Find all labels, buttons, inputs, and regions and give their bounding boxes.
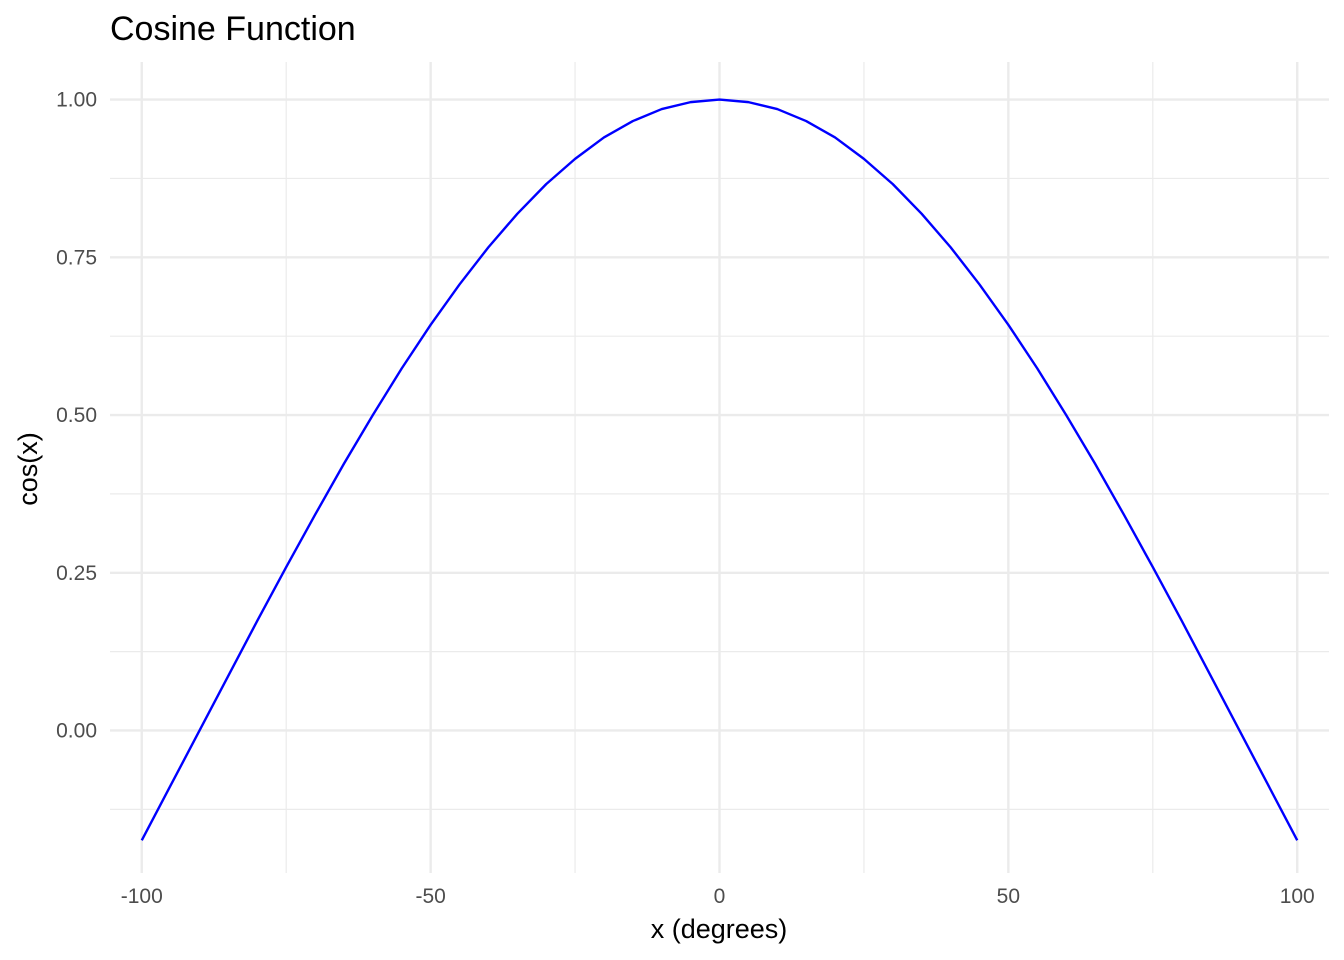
series-layer <box>140 98 1299 841</box>
chart-title: Cosine Function <box>110 10 356 48</box>
tick-label-layer: -100 -50 0 50 100 0.00 0.25 0.50 0.75 1.00 <box>56 89 1315 908</box>
y-tick-label: 1.00 <box>56 89 97 112</box>
x-tick-label: 50 <box>997 885 1020 908</box>
x-tick-label: -50 <box>415 885 445 908</box>
x-axis-title: x (degrees) <box>651 914 788 944</box>
y-tick-label: 0.50 <box>56 404 97 427</box>
y-tick-label: 0.00 <box>56 719 97 742</box>
x-tick-label: -100 <box>121 885 163 908</box>
grid-layer <box>110 62 1329 873</box>
y-tick-label: 0.75 <box>56 246 97 269</box>
x-tick-label: 100 <box>1280 885 1315 908</box>
x-tick-label: 0 <box>714 885 726 908</box>
cosine-series-line <box>140 98 1299 841</box>
y-axis-title: cos(x) <box>13 432 43 506</box>
y-tick-label: 0.25 <box>56 562 97 585</box>
